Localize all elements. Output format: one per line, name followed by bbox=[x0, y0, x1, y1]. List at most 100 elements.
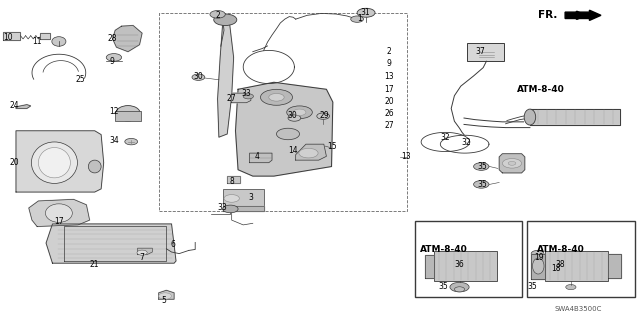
Polygon shape bbox=[608, 254, 621, 278]
Polygon shape bbox=[113, 26, 142, 52]
Text: 13: 13 bbox=[401, 152, 411, 161]
Text: 1: 1 bbox=[357, 14, 362, 23]
Text: SWA4B3500C: SWA4B3500C bbox=[554, 306, 602, 312]
Bar bbox=[115, 111, 141, 121]
Text: 17: 17 bbox=[54, 217, 64, 226]
Ellipse shape bbox=[45, 204, 72, 222]
Text: ATM-8-40: ATM-8-40 bbox=[537, 245, 584, 254]
Polygon shape bbox=[250, 153, 272, 163]
Ellipse shape bbox=[52, 37, 66, 46]
Bar bbox=[467, 43, 504, 61]
Text: 2: 2 bbox=[387, 47, 392, 56]
Text: 6: 6 bbox=[170, 240, 175, 249]
Circle shape bbox=[566, 285, 576, 290]
Circle shape bbox=[454, 287, 465, 292]
Circle shape bbox=[287, 106, 312, 119]
Polygon shape bbox=[29, 199, 90, 226]
Polygon shape bbox=[223, 206, 264, 211]
Text: 19: 19 bbox=[534, 253, 544, 262]
Polygon shape bbox=[531, 254, 545, 279]
Text: 8: 8 bbox=[229, 177, 234, 186]
Circle shape bbox=[276, 128, 300, 140]
Text: 9: 9 bbox=[387, 59, 392, 68]
Text: ATM-8-40: ATM-8-40 bbox=[517, 85, 564, 94]
Circle shape bbox=[192, 74, 205, 80]
Text: 33: 33 bbox=[241, 89, 252, 98]
Circle shape bbox=[125, 138, 138, 145]
Text: 21: 21 bbox=[90, 260, 99, 269]
Circle shape bbox=[214, 14, 237, 26]
Text: 24: 24 bbox=[9, 101, 19, 110]
Text: 5: 5 bbox=[161, 296, 166, 305]
Text: 33: 33 bbox=[218, 204, 228, 212]
Polygon shape bbox=[530, 109, 620, 125]
Ellipse shape bbox=[31, 142, 77, 183]
Text: 13: 13 bbox=[384, 72, 394, 81]
Circle shape bbox=[531, 250, 544, 257]
Polygon shape bbox=[218, 20, 234, 137]
Text: 4: 4 bbox=[255, 152, 260, 161]
Text: 34: 34 bbox=[109, 137, 119, 145]
Text: 20: 20 bbox=[9, 158, 19, 167]
Text: 26: 26 bbox=[384, 109, 394, 118]
Text: 32: 32 bbox=[461, 138, 471, 147]
Circle shape bbox=[243, 94, 253, 99]
Text: 37: 37 bbox=[475, 47, 485, 56]
Circle shape bbox=[317, 113, 330, 119]
Text: ATM-8-40: ATM-8-40 bbox=[420, 245, 467, 254]
Text: 36: 36 bbox=[454, 260, 465, 269]
Circle shape bbox=[260, 89, 292, 105]
Circle shape bbox=[502, 159, 522, 168]
FancyArrow shape bbox=[565, 10, 601, 20]
Circle shape bbox=[210, 11, 225, 18]
Circle shape bbox=[450, 282, 469, 292]
Text: 11: 11 bbox=[33, 37, 42, 46]
Text: 7: 7 bbox=[140, 253, 145, 262]
Text: 29: 29 bbox=[319, 111, 329, 120]
Text: 35: 35 bbox=[477, 162, 488, 171]
Circle shape bbox=[106, 54, 122, 61]
Circle shape bbox=[223, 205, 238, 213]
Text: 28: 28 bbox=[108, 34, 116, 43]
Text: 25: 25 bbox=[76, 75, 86, 84]
Text: 31: 31 bbox=[360, 8, 370, 17]
Text: 9: 9 bbox=[109, 57, 115, 66]
Polygon shape bbox=[46, 224, 176, 263]
Text: 3: 3 bbox=[248, 193, 253, 202]
Ellipse shape bbox=[524, 109, 536, 125]
Polygon shape bbox=[16, 131, 104, 192]
Ellipse shape bbox=[532, 258, 544, 274]
Circle shape bbox=[269, 93, 284, 101]
Polygon shape bbox=[227, 176, 240, 183]
Text: 27: 27 bbox=[384, 121, 394, 130]
Polygon shape bbox=[425, 255, 434, 278]
Bar bbox=[159, 13, 407, 211]
Circle shape bbox=[159, 293, 172, 299]
Text: 32: 32 bbox=[440, 133, 451, 142]
Circle shape bbox=[474, 181, 489, 188]
Bar bbox=[223, 189, 264, 206]
Text: 30: 30 bbox=[193, 72, 204, 81]
Circle shape bbox=[288, 115, 301, 121]
Polygon shape bbox=[40, 33, 50, 39]
Text: 35: 35 bbox=[477, 180, 488, 189]
Polygon shape bbox=[296, 144, 326, 160]
Circle shape bbox=[351, 16, 364, 22]
Circle shape bbox=[293, 109, 306, 115]
Ellipse shape bbox=[38, 147, 70, 178]
Text: FR.: FR. bbox=[538, 10, 557, 20]
Text: 35: 35 bbox=[527, 282, 538, 291]
Text: 20: 20 bbox=[384, 97, 394, 106]
Ellipse shape bbox=[88, 160, 101, 173]
Bar bbox=[434, 251, 497, 281]
Polygon shape bbox=[236, 82, 333, 176]
Text: 12: 12 bbox=[109, 107, 118, 115]
Circle shape bbox=[299, 148, 318, 158]
Polygon shape bbox=[138, 248, 152, 255]
Polygon shape bbox=[232, 93, 251, 103]
Ellipse shape bbox=[116, 106, 140, 121]
Polygon shape bbox=[16, 105, 31, 108]
Polygon shape bbox=[159, 290, 174, 299]
Text: 27: 27 bbox=[227, 94, 237, 103]
Circle shape bbox=[543, 261, 556, 267]
